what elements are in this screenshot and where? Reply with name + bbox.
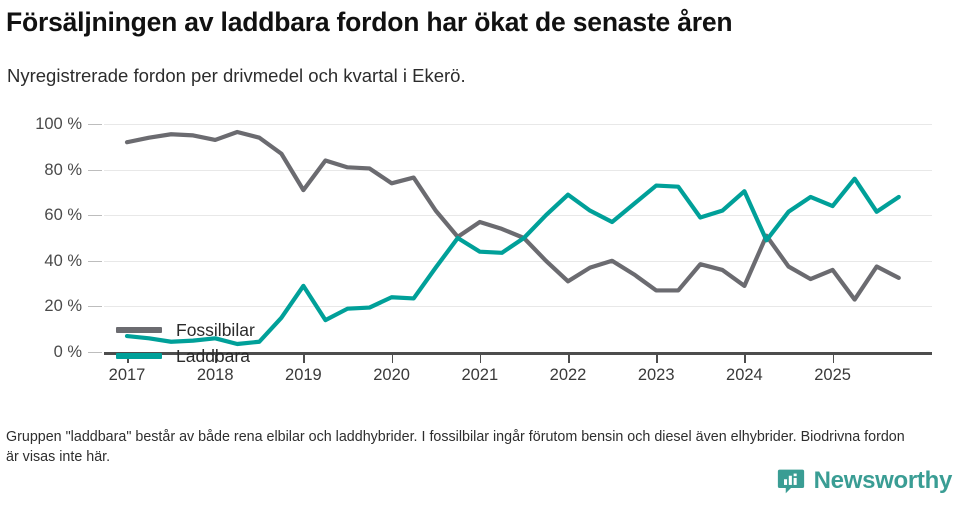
page-title: Försäljningen av laddbara fordon har öka… [6,7,733,37]
x-axis-tick [656,354,658,363]
x-axis-tick [744,354,746,363]
legend-item-laddbara[interactable]: Laddbara [116,343,255,369]
legend-label: Laddbara [176,346,250,366]
x-axis-tick [568,354,570,363]
y-axis-label: 100 % [35,115,82,133]
gridline [104,169,932,171]
y-axis-label: 60 % [44,206,82,225]
x-axis-label: 2017 [108,366,146,384]
x-axis-tick [391,354,394,363]
gridline [104,124,932,125]
newsworthy-wordmark: Newsworthy [813,467,953,494]
newsworthy-logo: Newsworthy [777,467,952,495]
legend-swatch [116,353,162,359]
series-line-fossilbilar [124,129,901,302]
x-axis-tick [479,354,482,363]
gridline [104,260,932,262]
x-axis-label: 2022 [549,366,587,384]
legend-item-fossilbilar[interactable]: Fossilbilar [116,317,255,343]
x-axis-tick [832,354,835,363]
gridline [104,215,932,217]
y-axis-label: 80 % [44,160,82,179]
chart-footnote: Gruppen "laddbara" består av både rena e… [6,429,905,465]
chart-plot-area: 0 % 20 % 40 % 60 % 80 % 100 % 2017 2018 2019 202… [0,108,960,384]
x-axis-label: 2021 [461,366,499,384]
y-axis-tick [88,260,102,262]
chart-legend: Fossilbilar Laddbara [116,317,255,369]
y-axis-tick [88,124,102,125]
x-axis-label: 2020 [373,366,410,384]
series-lines [124,129,901,347]
y-axis-tick [88,306,102,308]
y-axis-tick [88,215,102,217]
y-axis-label: 0 % [53,343,82,361]
x-axis-label: 2024 [726,366,763,384]
bar-chart-speech-bubble-icon [777,469,804,494]
x-axis-tick [215,354,217,363]
gridline [104,306,932,308]
legend-label: Fossilbilar [176,320,255,340]
legend-swatch [116,327,162,333]
chart-subtitle: Nyregistrerade fordon per drivmedel och … [7,65,466,86]
x-axis-label: 2025 [814,366,851,384]
series-line-laddbara [124,176,901,347]
y-axis-tick [88,352,102,353]
y-axis-label: 20 % [44,297,82,316]
y-axis-label: 40 % [44,251,82,270]
y-axis-tick [88,169,102,171]
x-axis-tick [303,354,305,363]
x-axis-label: 2018 [196,366,234,384]
x-axis-label: 2019 [285,366,322,384]
x-axis-label: 2023 [637,366,675,384]
x-axis-line [104,352,932,355]
